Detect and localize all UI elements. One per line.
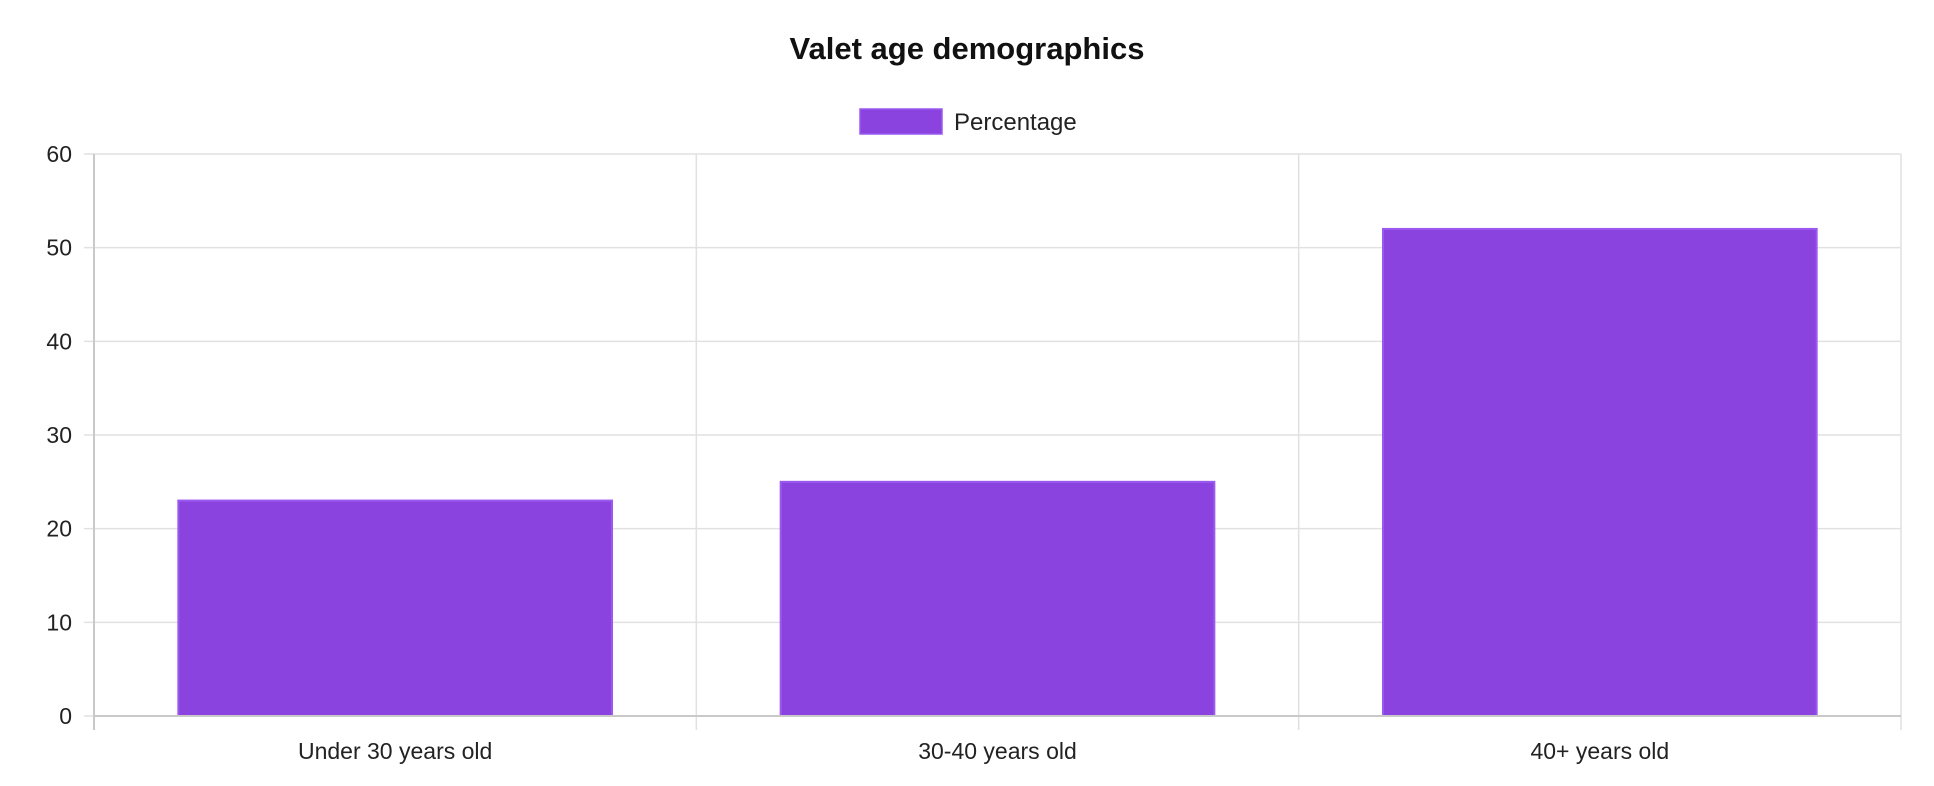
x-tick-label: 40+ years old xyxy=(1530,738,1669,764)
y-tick-label: 10 xyxy=(46,609,72,635)
legend[interactable]: Percentage xyxy=(859,108,1077,136)
legend-label: Percentage xyxy=(954,109,1077,136)
y-tick-label: 20 xyxy=(46,516,72,542)
y-tick-label: 30 xyxy=(46,422,72,448)
chart-title: Valet age demographics xyxy=(790,31,1145,66)
x-axis-labels: Under 30 years old 30-40 years old 40+ yea… xyxy=(298,738,1669,764)
axes xyxy=(93,154,1901,730)
x-tick-label: 30-40 years old xyxy=(918,738,1077,764)
bar[interactable] xyxy=(177,499,614,718)
x-tick-label: Under 30 years old xyxy=(298,738,492,764)
bars xyxy=(177,227,1818,718)
y-tick-label: 0 xyxy=(59,703,72,729)
y-axis-ticks: 0 10 20 30 40 50 60 xyxy=(46,141,72,729)
bar[interactable] xyxy=(1381,227,1818,718)
y-tick-label: 40 xyxy=(46,328,72,354)
bar[interactable] xyxy=(779,480,1216,718)
y-tick-label: 60 xyxy=(46,141,72,167)
legend-swatch xyxy=(859,108,943,135)
y-tick-label: 50 xyxy=(46,235,72,261)
